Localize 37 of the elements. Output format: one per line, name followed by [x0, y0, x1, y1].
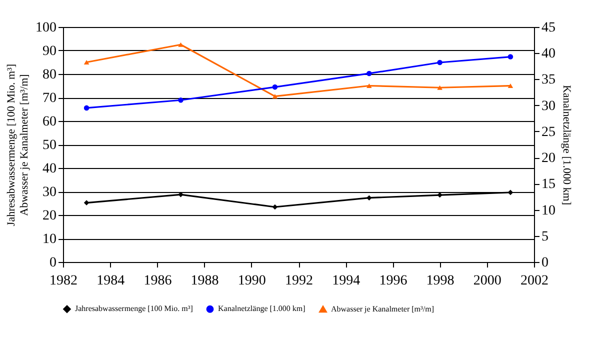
- y2-tick-label: 10: [542, 203, 556, 218]
- y2-tick-label: 25: [542, 124, 556, 140]
- y2-tick-label: 35: [542, 72, 556, 88]
- y2-tick-label: 15: [542, 177, 556, 192]
- x-tick-label: 1988: [190, 274, 219, 288]
- y-tick-label: 10: [42, 232, 56, 247]
- y2-axis-title: Kanalnetzlänge [1.000 km]: [560, 84, 572, 206]
- y-tick-label: 50: [42, 138, 56, 153]
- y-tick-label: 70: [42, 91, 56, 106]
- y-tick-label: 0: [50, 256, 56, 270]
- x-tick-label: 1990: [238, 274, 266, 288]
- x-tick-label: 2002: [520, 274, 548, 288]
- x-tick-label: 1986: [144, 274, 172, 288]
- y2-tick-label: 5: [542, 229, 548, 244]
- x-tick-label: 1994: [332, 274, 360, 288]
- y2-tick-label: 0: [542, 256, 548, 270]
- y-axis-title: Jahresabwassermenge [100 Mio. m³] Abwasser je Kanalmeter [m³/m]: [6, 64, 30, 226]
- y2-tick-label: 30: [542, 98, 556, 114]
- x-tick-label: 2000: [473, 274, 502, 288]
- y-tick-label: 30: [42, 185, 56, 200]
- y2-tick-label: 20: [542, 151, 556, 166]
- y-tick-label: 40: [42, 162, 56, 176]
- legend-label: Abwasser je Kanalmeter [m³/m]: [331, 304, 434, 314]
- y-tick-label: 100: [36, 20, 56, 36]
- legend-label: Jahresabwassermenge [100 Mio. m³]: [75, 304, 194, 314]
- y-tick-label: 80: [42, 68, 56, 82]
- x-tick-label: 1996: [379, 274, 408, 288]
- x-tick-label: 1992: [285, 274, 313, 288]
- x-tick-label: 1984: [96, 274, 125, 288]
- y-tick-label: 90: [42, 44, 56, 59]
- x-tick-label: 1982: [50, 274, 78, 288]
- y-tick-label: 60: [42, 114, 56, 130]
- y2-tick-label: 40: [542, 46, 556, 62]
- legend-label: Kanalnetzlänge [1.000 km]: [218, 304, 306, 314]
- x-tick-label: 1998: [426, 274, 454, 288]
- y2-tick-label: 45: [542, 20, 556, 36]
- y-tick-label: 20: [42, 208, 56, 224]
